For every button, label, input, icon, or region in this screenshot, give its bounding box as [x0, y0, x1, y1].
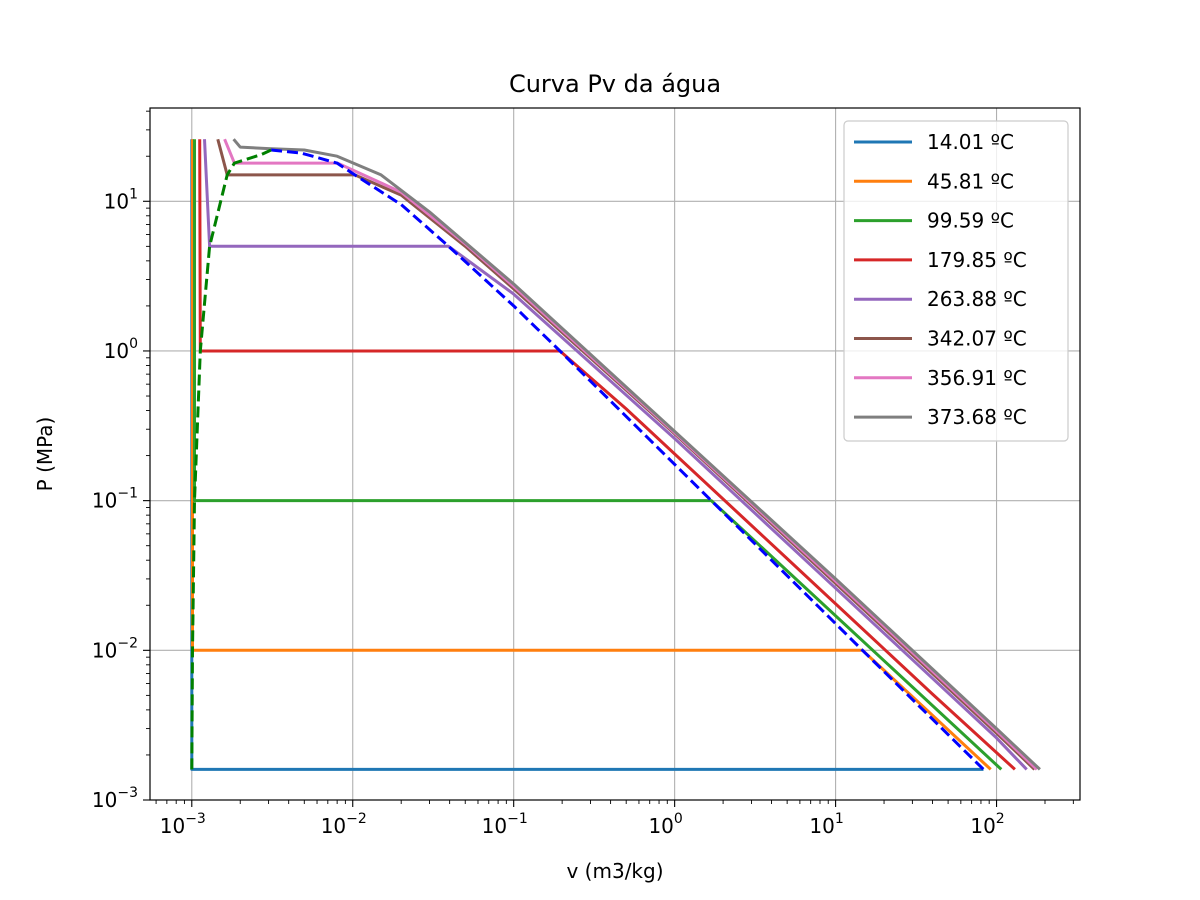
legend-label: 356.91 ºC	[927, 366, 1027, 390]
y-tick-label: 10−2	[92, 635, 138, 662]
legend-label: 45.81 ºC	[927, 169, 1014, 193]
x-axis-label: v (m3/kg)	[566, 859, 663, 883]
plot-frame	[149, 107, 1081, 801]
y-axis-label: P (MPa)	[33, 417, 57, 492]
series-line-7	[232, 138, 1041, 771]
legend-label: 179.85 ºC	[927, 248, 1027, 272]
y-tick-label: 10−3	[92, 785, 138, 812]
legend-box	[843, 120, 1069, 442]
x-tick-label: 102	[970, 811, 1004, 838]
series-line-2	[193, 139, 1003, 771]
chart-title: Curva Pv da água	[509, 70, 721, 98]
axis-ticks: 10−3 10−2 10−1 100 101 102 10−3 10−2 10−1 100 101	[92, 110, 1074, 838]
legend-label: 373.68 ºC	[927, 405, 1027, 429]
saturation-curve-0	[270, 148, 985, 771]
y-tick-label: 101	[104, 186, 138, 213]
legend-label: 263.88 ºC	[927, 287, 1027, 311]
series-line-5	[216, 138, 1036, 771]
series-line-4	[203, 139, 1028, 771]
plot-area	[190, 138, 1041, 771]
legend-label: 342.07 ºC	[927, 327, 1027, 351]
legend-label: 14.01 ºC	[927, 130, 1014, 154]
x-tick-label: 100	[648, 811, 682, 838]
x-tick-label: 10−2	[321, 811, 367, 838]
y-tick-label: 10−1	[92, 486, 138, 513]
y-tick-label: 100	[104, 336, 138, 363]
x-tick-label: 101	[809, 811, 843, 838]
saturation-curve-1	[190, 148, 272, 770]
x-tick-label: 10−3	[160, 811, 206, 838]
legend-label: 99.59 ºC	[927, 209, 1014, 233]
x-tick-label: 10−1	[482, 811, 528, 838]
series-line-1	[191, 139, 992, 771]
legend: 14.01 ºC 45.81 ºC 99.59 ºC 179.85 ºC 263.88 …	[843, 120, 1069, 442]
